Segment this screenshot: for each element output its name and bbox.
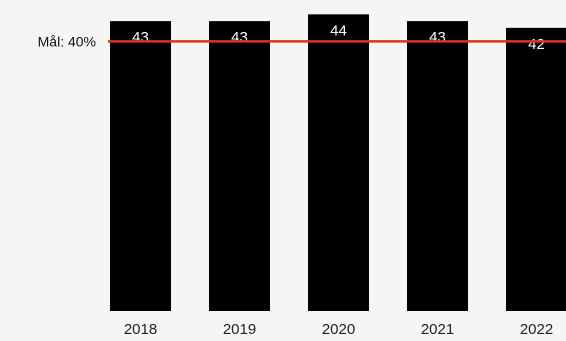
bars-group bbox=[110, 14, 566, 311]
bar-2022 bbox=[506, 27, 566, 311]
data-label-2018: 43 bbox=[132, 29, 149, 46]
data-label-2022: 42 bbox=[528, 36, 545, 53]
x-tick-label-2020: 2020 bbox=[322, 321, 355, 338]
data-label-2019: 43 bbox=[231, 29, 248, 46]
x-tick-label-2022: 2022 bbox=[520, 321, 553, 338]
bar-2021 bbox=[407, 21, 468, 311]
bar-2019 bbox=[209, 21, 270, 311]
bar-2020 bbox=[308, 14, 369, 311]
x-tick-label-2018: 2018 bbox=[124, 321, 157, 338]
data-label-2020: 44 bbox=[330, 22, 347, 39]
data-label-2021: 43 bbox=[429, 29, 446, 46]
x-tick-label-2021: 2021 bbox=[421, 321, 454, 338]
x-axis-ticks: 2018 2019 2020 2021 2022 bbox=[124, 321, 553, 338]
x-tick-label-2019: 2019 bbox=[223, 321, 256, 338]
target-label: Mål: 40% bbox=[38, 33, 96, 49]
bar-2018 bbox=[110, 21, 171, 311]
